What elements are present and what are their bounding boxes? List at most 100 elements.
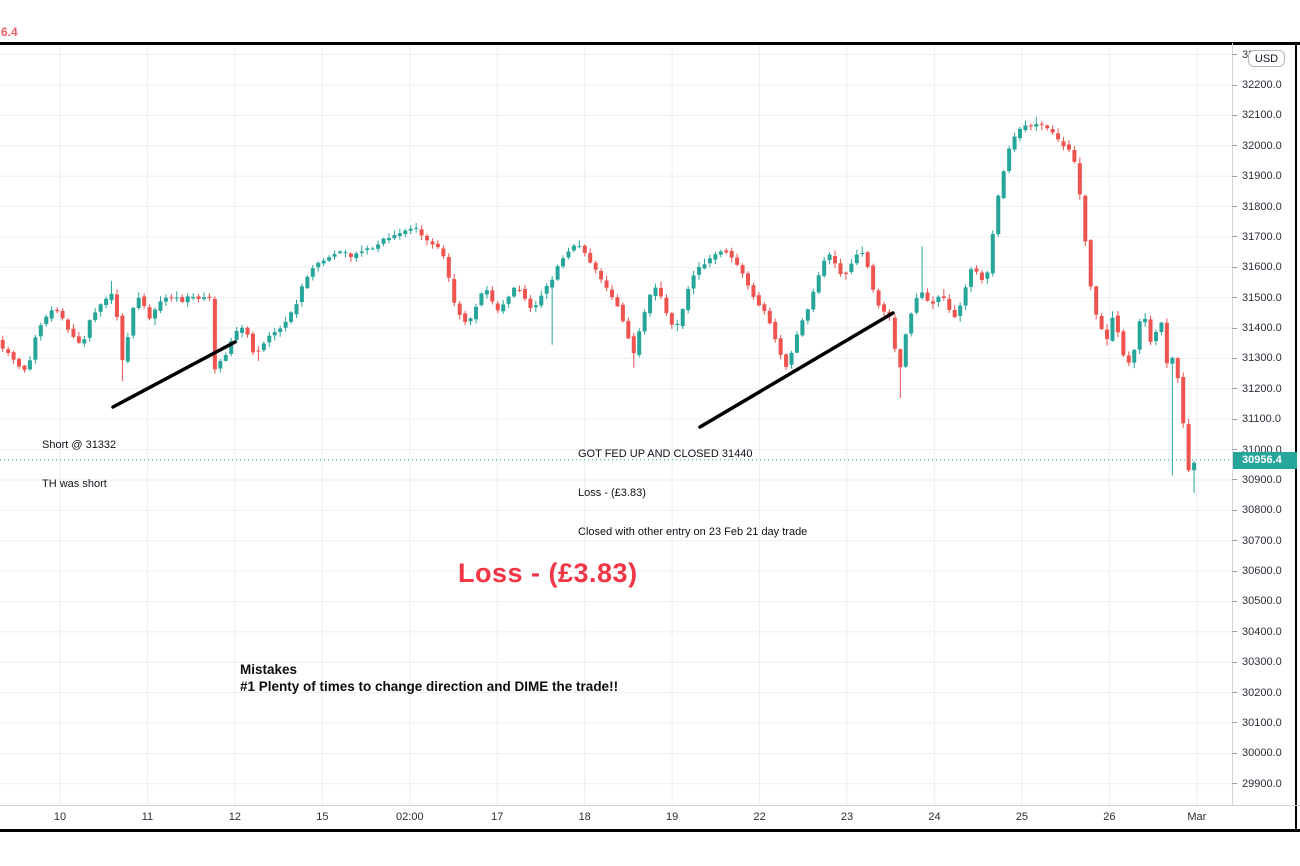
time-tick-label: 11 — [141, 811, 154, 823]
candle — [805, 308, 810, 325]
horizontal-drawn-line-bottom[interactable] — [0, 829, 1300, 832]
candle — [718, 249, 723, 258]
candle — [6, 346, 11, 357]
candle — [680, 308, 685, 329]
candle — [474, 303, 478, 324]
horizontal-drawn-line-top[interactable] — [0, 42, 1300, 45]
candle — [517, 285, 522, 293]
candle — [441, 245, 446, 260]
price-tick-label: 31700.0 — [1232, 229, 1282, 245]
candle — [245, 326, 250, 338]
candle — [985, 270, 990, 284]
candle — [1159, 321, 1164, 336]
candle — [746, 271, 750, 290]
candle — [27, 356, 32, 371]
annotation-short-note[interactable]: Short @ 31332 TH was short — [42, 413, 116, 517]
candle — [1012, 132, 1017, 153]
candle — [762, 301, 767, 315]
candle — [882, 301, 886, 317]
candle — [1028, 123, 1033, 131]
candle — [202, 292, 206, 302]
candle — [71, 324, 76, 339]
candle — [506, 295, 511, 308]
price-tick-label: 31900.0 — [1232, 168, 1282, 184]
candle — [452, 273, 457, 307]
candle — [1170, 356, 1175, 476]
annotation-mistakes[interactable]: Mistakes #1 Plenty of times to change di… — [240, 661, 618, 695]
candle — [1050, 125, 1055, 135]
trend-line-1[interactable] — [111, 340, 237, 409]
candle — [969, 266, 974, 293]
time-axis-border — [0, 805, 1300, 806]
price-tick-label: 29900.0 — [1232, 776, 1282, 792]
candle — [468, 317, 473, 326]
price-tick-label: 30600.0 — [1232, 563, 1282, 579]
candle — [620, 302, 625, 323]
candle — [1137, 318, 1142, 355]
candle — [871, 263, 876, 293]
candle — [778, 334, 783, 360]
annotation-mistakes-line2: #1 Plenty of times to change direction a… — [240, 679, 619, 694]
candle — [724, 248, 729, 255]
candle — [490, 285, 495, 305]
candle — [751, 282, 756, 300]
candle — [66, 318, 70, 334]
candle — [196, 293, 201, 303]
annotation-closed-note[interactable]: GOT FED UP AND CLOSED 31440 Loss - (£3.8… — [578, 422, 807, 565]
trend-line-2[interactable] — [698, 311, 895, 429]
candle — [294, 299, 299, 319]
candle — [0, 335, 5, 353]
annotation-short-note-line2: TH was short — [42, 478, 107, 490]
currency-button[interactable]: USD — [1248, 50, 1285, 67]
price-tick-label: 32100.0 — [1232, 107, 1282, 123]
candle — [876, 288, 881, 309]
time-tick-label: 15 — [316, 811, 329, 823]
candle — [60, 308, 65, 321]
candle — [626, 317, 631, 340]
candle — [1175, 356, 1180, 383]
candle — [767, 307, 772, 325]
candle — [283, 316, 288, 332]
candle — [87, 319, 92, 342]
annotation-mistakes-line1: Mistakes — [240, 662, 298, 677]
price-tick-label: 30100.0 — [1232, 715, 1282, 731]
candle — [109, 280, 114, 304]
candle — [425, 233, 430, 246]
candle — [675, 319, 680, 332]
candle — [1061, 136, 1066, 151]
candle — [642, 309, 647, 335]
price-tick-label: 31300.0 — [1232, 350, 1282, 366]
candle — [479, 292, 484, 307]
candle — [974, 265, 979, 275]
candle — [147, 304, 152, 321]
candle — [555, 264, 560, 281]
candle — [354, 251, 359, 262]
candle — [686, 285, 691, 314]
price-tick-label: 31500.0 — [1232, 290, 1282, 306]
candle — [512, 286, 517, 298]
candle — [435, 240, 440, 250]
candle — [495, 300, 500, 314]
time-tick-label: 25 — [1015, 811, 1029, 823]
price-tick-label: 30900.0 — [1232, 472, 1282, 488]
candle — [234, 326, 239, 343]
candle — [359, 245, 364, 257]
candle — [136, 292, 141, 311]
candle — [702, 258, 707, 270]
candle — [713, 251, 718, 265]
candle — [38, 322, 43, 341]
candle — [637, 328, 642, 358]
candle — [648, 294, 653, 317]
candle — [1072, 145, 1077, 164]
candle — [707, 254, 712, 268]
annotation-big-loss[interactable]: Loss - (£3.83) — [458, 558, 638, 588]
candle — [82, 335, 87, 347]
candle — [789, 350, 794, 369]
annotation-short-note-line1: Short @ 31332 — [42, 439, 117, 451]
candle — [376, 240, 381, 253]
candlestick-series — [0, 116, 1197, 493]
candle — [1056, 128, 1061, 142]
candle — [142, 293, 147, 309]
candle — [849, 258, 854, 274]
